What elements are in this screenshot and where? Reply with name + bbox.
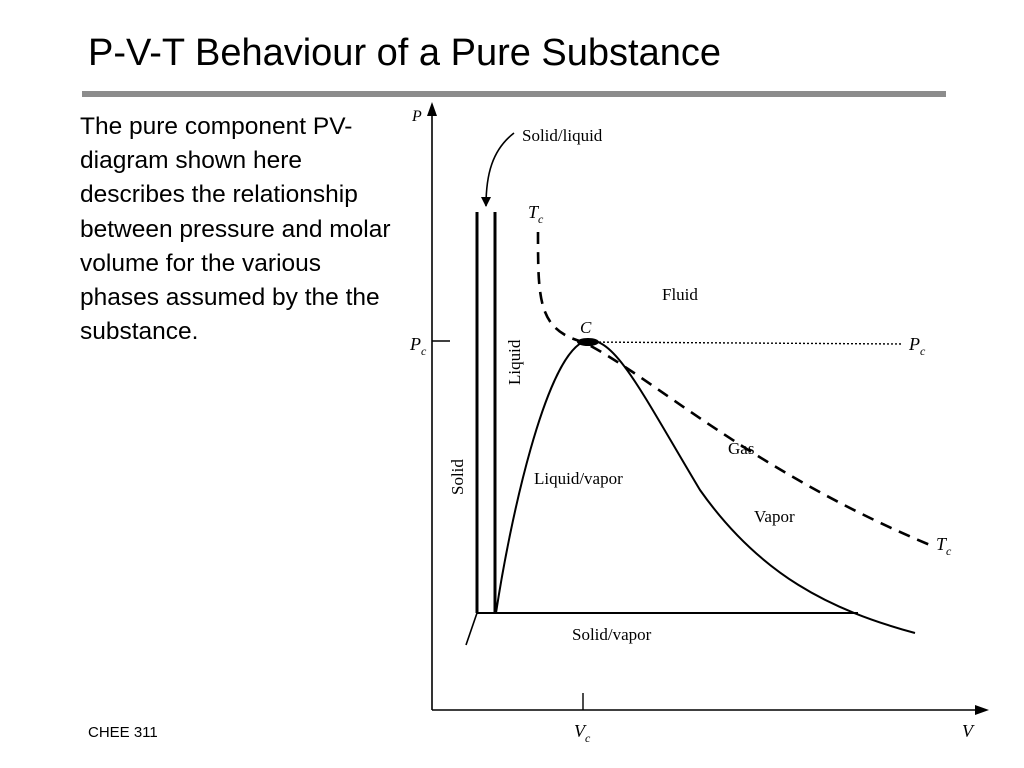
description-text: The pure component PV-diagram shown here… [80, 113, 391, 346]
p-axis-arrow [427, 102, 437, 116]
critical-isotherm-tc [536, 231, 931, 547]
solid-tail-line [465, 612, 478, 646]
tc-label-top: Tc [528, 202, 544, 226]
critical-pressure-line [582, 341, 903, 345]
vapor-label: Vapor [754, 507, 795, 526]
solid-vapor-label: Solid/vapor [572, 625, 652, 644]
fluid-label: Fluid [662, 285, 698, 304]
critical-point-marker [577, 338, 599, 346]
liquid-label: Liquid [505, 339, 524, 385]
liquid-vapor-label: Liquid/vapor [534, 469, 623, 488]
v-axis-arrow [975, 705, 989, 715]
pc-tick-label: Pc [409, 334, 427, 358]
solid-liquid-label: Solid/liquid [522, 126, 603, 145]
gas-label: Gas [728, 439, 754, 458]
v-axis-label: V [962, 721, 975, 741]
p-axis-label: P [411, 108, 422, 125]
tc-label-bottom: Tc [936, 534, 952, 558]
slide-title: P-V-T Behaviour of a Pure Substance [88, 32, 721, 74]
critical-point-label: C [580, 318, 592, 337]
title-divider [82, 91, 946, 97]
vc-tick-label: Vc [574, 721, 591, 745]
solid-label: Solid [448, 459, 467, 495]
pc-line-label: Pc [908, 334, 926, 358]
footer-course-code: CHEE 311 [88, 724, 158, 741]
solid-liquid-arrow [481, 132, 515, 207]
